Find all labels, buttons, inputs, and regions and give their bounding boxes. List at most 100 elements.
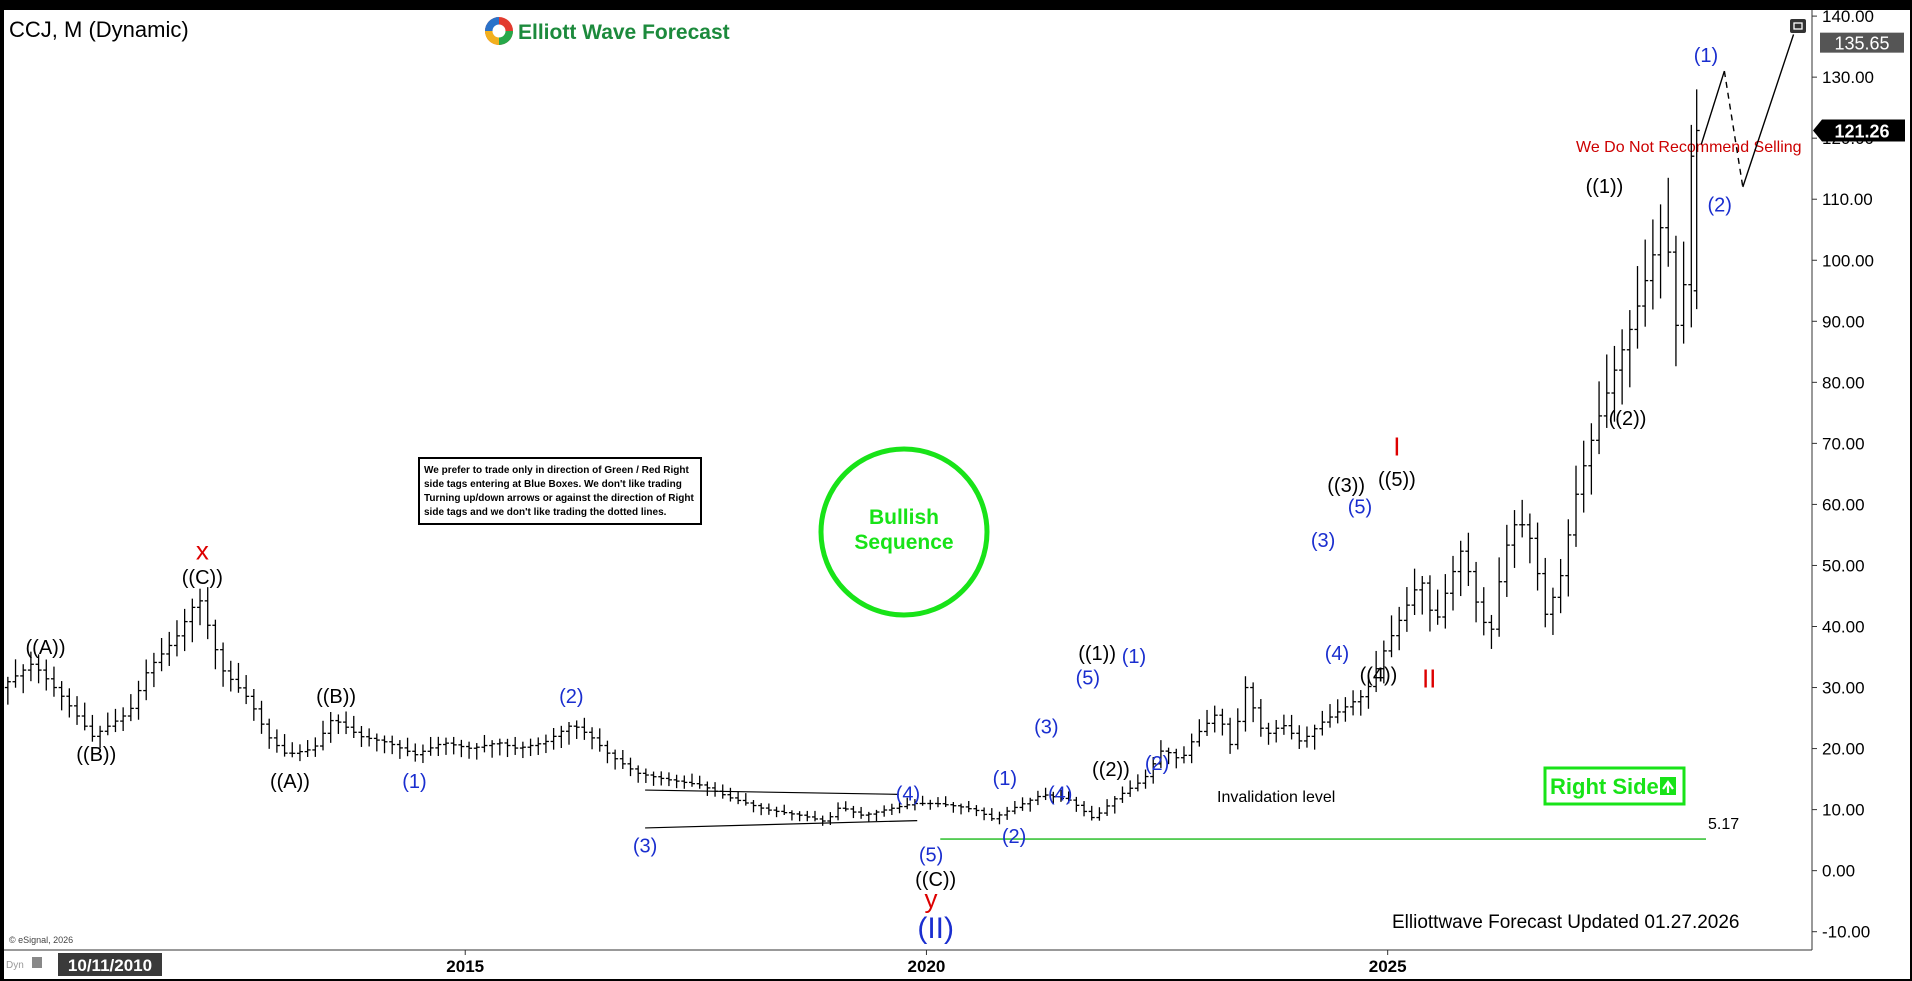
ohlc-bar xyxy=(173,620,180,657)
ohlc-bar xyxy=(220,642,227,687)
wave-label: ((5)) xyxy=(1378,469,1416,491)
ohlc-bar xyxy=(1557,558,1564,614)
ohlc-bar xyxy=(320,720,327,751)
ohlc-bar xyxy=(612,749,619,770)
ohlc-bar xyxy=(1573,465,1580,547)
price-tag-label: 135.65 xyxy=(1834,34,1889,54)
ohlc-bar xyxy=(1419,576,1426,615)
ohlc-bar xyxy=(865,811,872,822)
projection-segment xyxy=(1723,70,1744,188)
ohlc-bar xyxy=(1634,266,1641,349)
ohlc-bar xyxy=(212,619,219,670)
window-restore-icon[interactable] xyxy=(1790,19,1806,33)
ohlc-bar xyxy=(1127,780,1134,797)
ohlc-bar xyxy=(289,742,296,758)
ohlc-bar xyxy=(243,675,250,705)
y-tick-label: 80.00 xyxy=(1822,373,1865,392)
ohlc-bar xyxy=(688,773,695,787)
ohlc-bar xyxy=(1626,310,1633,388)
ohlc-bar xyxy=(1211,705,1218,733)
ohlc-bar xyxy=(1642,239,1649,327)
wave-label: (1) xyxy=(1122,646,1146,668)
ohlc-bar xyxy=(97,725,104,748)
ohlc-bar xyxy=(1165,747,1172,765)
ohlc-bar xyxy=(1657,204,1664,299)
ohlc-bar xyxy=(842,801,849,812)
ohlc-bar xyxy=(143,659,150,701)
wave-label: (5) xyxy=(1076,667,1100,689)
ohlc-bar xyxy=(227,660,234,692)
ohlc-bar xyxy=(973,805,980,817)
mode-indicator[interactable]: Dyn xyxy=(6,960,24,971)
wave-label: (5) xyxy=(1348,497,1372,519)
price-bars xyxy=(4,89,1700,826)
ohlc-bar xyxy=(696,775,703,789)
ohlc-bar xyxy=(419,744,426,764)
ohlc-bar xyxy=(604,740,611,764)
ohlc-bar xyxy=(1680,241,1687,344)
ohlc-bar xyxy=(158,638,165,672)
ohlc-bar xyxy=(89,714,96,742)
ohlc-bar xyxy=(489,740,496,758)
ohlc-bar xyxy=(1327,704,1334,728)
ohlc-bar xyxy=(758,803,765,816)
triangle-upper-line xyxy=(645,789,899,795)
wave-label: (2) xyxy=(559,686,583,708)
ohlc-bar xyxy=(120,707,127,732)
ohlc-bar xyxy=(304,740,311,757)
ohlc-bar xyxy=(281,734,288,757)
ohlc-bar xyxy=(481,734,488,753)
ohlc-bar xyxy=(396,740,403,759)
ohlc-bar xyxy=(650,771,657,786)
ohlc-bar xyxy=(1619,329,1626,405)
notice-line-1: We prefer to trade only in direction of … xyxy=(424,465,690,476)
ohlc-bar xyxy=(512,736,519,755)
ohlc-bar xyxy=(473,743,480,760)
ohlc-bar xyxy=(1365,677,1372,709)
ohlc-bar xyxy=(881,805,888,817)
wave-label: (3) xyxy=(1311,530,1335,552)
ohlc-bar xyxy=(1011,800,1018,815)
ohlc-bar xyxy=(1104,799,1111,816)
ohlc-bar xyxy=(127,694,134,722)
ohlc-bar xyxy=(1173,748,1180,769)
y-tick-label: 60.00 xyxy=(1822,495,1865,514)
wave-label: ((C)) xyxy=(915,869,956,891)
ohlc-bar xyxy=(750,800,757,813)
ohlc-bar xyxy=(804,810,811,822)
ohlc-bar xyxy=(665,772,672,787)
ohlc-bar xyxy=(1511,510,1518,568)
wave-label: ((B)) xyxy=(76,744,116,766)
updated-stamp: Elliottwave Forecast Updated 01.27.2026 xyxy=(1392,912,1740,933)
ohlc-bar xyxy=(204,587,211,640)
price-tags: 135.65 121.26 xyxy=(1813,32,1905,142)
ohlc-bar xyxy=(427,736,434,756)
ohlc-bar xyxy=(981,807,988,821)
time-axis-area xyxy=(4,950,1910,979)
ohlc-bar xyxy=(1526,513,1533,564)
y-tick-label: 90.00 xyxy=(1822,312,1865,331)
ohlc-bar xyxy=(558,725,565,749)
ohlc-bar xyxy=(189,598,196,643)
projection-path xyxy=(1700,34,1795,188)
ohlc-bar xyxy=(911,799,918,811)
lock-icon[interactable] xyxy=(32,957,42,968)
projection-note: We Do Not Recommend Selling xyxy=(1576,139,1802,156)
ohlc-bar xyxy=(1534,522,1541,591)
ohlc-bar xyxy=(66,688,73,718)
ohlc-bar xyxy=(658,771,665,786)
wave-label: (3) xyxy=(1034,716,1058,738)
ohlc-bar xyxy=(627,757,634,777)
wave-label: ((1)) xyxy=(1586,176,1624,198)
wave-label: (II) xyxy=(917,912,954,945)
ohlc-bar xyxy=(450,736,457,755)
ohlc-bar xyxy=(1280,714,1287,735)
price-tag: 135.65 xyxy=(1820,32,1904,54)
y-tick-label: 0.00 xyxy=(1822,862,1855,881)
ohlc-bar xyxy=(1250,682,1257,723)
ohlc-bar xyxy=(819,815,826,826)
price-tag: 121.26 xyxy=(1813,119,1905,142)
x-axis-ticks: 2015 2020 2025 xyxy=(446,950,1407,976)
ohlc-bar xyxy=(4,676,11,705)
wave-label: (2) xyxy=(1145,753,1169,775)
